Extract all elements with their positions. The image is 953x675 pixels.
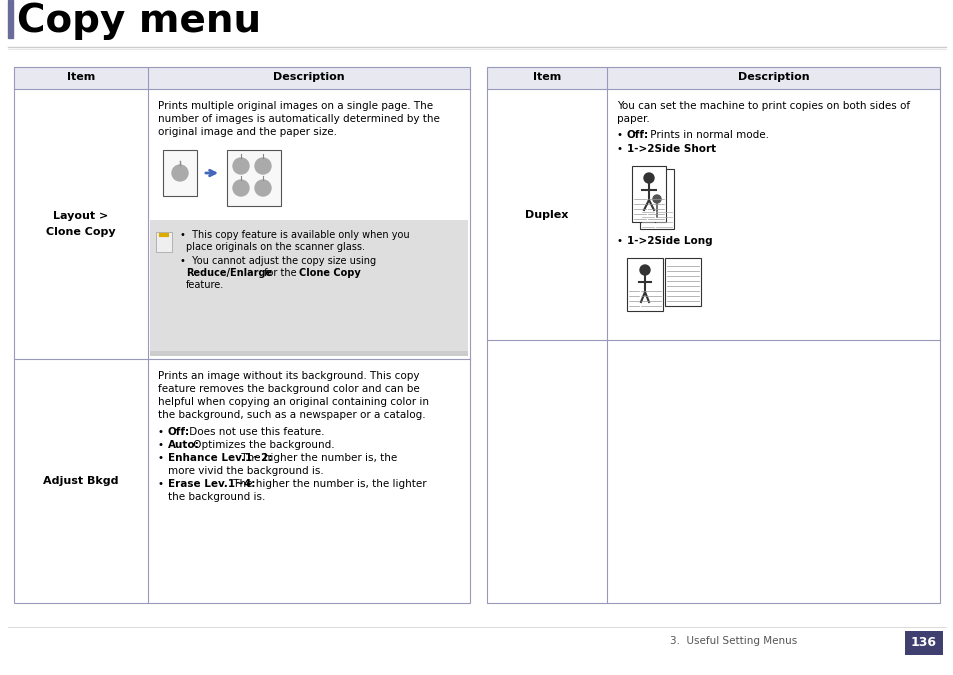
Text: •: •	[158, 453, 164, 463]
Bar	[626, 258, 662, 311]
Text: •: •	[158, 479, 164, 489]
Text: •: •	[617, 130, 622, 140]
Text: 136: 136	[910, 637, 936, 649]
Text: feature removes the background color and can be: feature removes the background color and…	[158, 384, 419, 394]
Text: 1->2Side Long: 1->2Side Long	[626, 236, 712, 246]
Circle shape	[639, 265, 649, 275]
Circle shape	[233, 180, 249, 196]
Text: feature.: feature.	[186, 280, 224, 290]
Text: •  This copy feature is available only when you: • This copy feature is available only wh…	[180, 230, 409, 240]
Bar	[8, 0, 13, 38]
Text: Clone Copy: Clone Copy	[298, 268, 360, 278]
Text: Item: Item	[67, 72, 95, 82]
Bar	[486, 67, 939, 603]
Bar	[156, 232, 172, 252]
Text: original image and the paper size.: original image and the paper size.	[158, 127, 336, 137]
Bar	[150, 220, 468, 356]
Bar	[631, 166, 665, 222]
Bar	[227, 150, 281, 206]
Text: Optimizes the background.: Optimizes the background.	[190, 440, 335, 450]
Circle shape	[652, 195, 660, 203]
Text: Description: Description	[273, 72, 344, 82]
Circle shape	[643, 173, 654, 183]
Text: 1->2Side Short: 1->2Side Short	[626, 144, 716, 154]
Text: Duplex: Duplex	[525, 209, 568, 219]
Text: more vivid the background is.: more vivid the background is.	[168, 466, 323, 476]
Text: You can set the machine to print copies on both sides of: You can set the machine to print copies …	[617, 101, 909, 111]
Text: for the: for the	[261, 268, 299, 278]
Text: place originals on the scanner glass.: place originals on the scanner glass.	[186, 242, 365, 252]
Bar	[14, 67, 470, 89]
Text: Erase Lev.1~4:: Erase Lev.1~4:	[168, 479, 255, 489]
Text: Off:: Off:	[168, 427, 190, 437]
Text: Copy menu: Copy menu	[17, 2, 261, 40]
Circle shape	[172, 165, 188, 181]
Text: the background is.: the background is.	[168, 492, 265, 502]
Text: Enhance Lev.1~2:: Enhance Lev.1~2:	[168, 453, 273, 463]
Text: Off:: Off:	[626, 130, 648, 140]
Circle shape	[233, 158, 249, 174]
Circle shape	[254, 158, 271, 174]
Bar	[486, 67, 939, 89]
Text: •: •	[158, 427, 164, 437]
Text: Does not use this feature.: Does not use this feature.	[186, 427, 324, 437]
Bar	[14, 67, 470, 603]
Text: Description: Description	[737, 72, 808, 82]
Text: •: •	[158, 440, 164, 450]
Text: paper.: paper.	[617, 114, 649, 124]
Text: the background, such as a newspaper or a catalog.: the background, such as a newspaper or a…	[158, 410, 425, 420]
Text: helpful when copying an original containing color in: helpful when copying an original contain…	[158, 397, 429, 407]
Text: The higher the number is, the lighter: The higher the number is, the lighter	[230, 479, 426, 489]
Text: Reduce/Enlarge: Reduce/Enlarge	[186, 268, 272, 278]
Circle shape	[254, 180, 271, 196]
Bar	[163, 150, 196, 196]
Text: Auto:: Auto:	[168, 440, 199, 450]
Text: 3.  Useful Setting Menus: 3. Useful Setting Menus	[669, 636, 797, 646]
Text: number of images is automatically determined by the: number of images is automatically determ…	[158, 114, 439, 124]
Text: Prints an image without its background. This copy: Prints an image without its background. …	[158, 371, 419, 381]
Text: •: •	[617, 236, 622, 246]
Text: •  You cannot adjust the copy size using: • You cannot adjust the copy size using	[180, 256, 375, 266]
Bar	[904, 631, 942, 655]
Text: •: •	[617, 144, 622, 154]
Bar	[664, 258, 700, 306]
Bar	[150, 351, 468, 356]
Text: Adjust Bkgd: Adjust Bkgd	[43, 476, 118, 486]
Bar	[639, 169, 673, 229]
Text: Item: Item	[533, 72, 560, 82]
Text: Prints in normal mode.: Prints in normal mode.	[646, 130, 768, 140]
Text: Prints multiple original images on a single page. The: Prints multiple original images on a sin…	[158, 101, 433, 111]
Text: Clone Copy: Clone Copy	[46, 227, 115, 237]
Text: The higher the number is, the: The higher the number is, the	[238, 453, 397, 463]
Text: Layout >: Layout >	[53, 211, 109, 221]
